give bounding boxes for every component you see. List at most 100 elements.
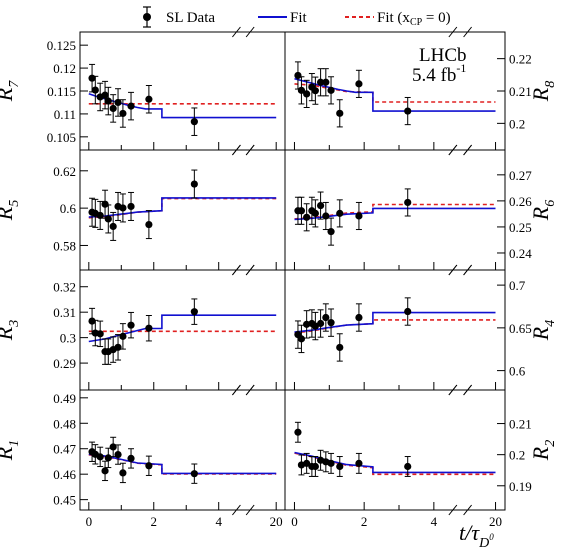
x-tick-label: 20 [489, 514, 502, 529]
data-marker [322, 78, 330, 86]
data-point [404, 297, 412, 326]
panel-frame [79, 31, 286, 151]
axis-break-mark [448, 504, 458, 516]
y-tick-label: 0.6 [60, 201, 77, 216]
y-tick-label: 0.11 [54, 107, 76, 122]
data-point [190, 463, 198, 484]
data-marker [104, 454, 112, 462]
y-tick-label: 0.32 [53, 280, 76, 295]
data-marker [297, 335, 306, 343]
panel-R8: 0.2 0.21 0.22 R8 [284, 26, 558, 156]
y-tick-label: 0.6 [509, 364, 526, 379]
data-point [96, 320, 104, 348]
x-tick-label: 20 [270, 514, 283, 529]
axis-break-mark [463, 504, 472, 516]
data-marker [303, 213, 311, 221]
data-marker [336, 343, 344, 352]
data-marker [336, 209, 344, 217]
data-point [114, 88, 122, 117]
data-point [114, 334, 122, 361]
data-marker [404, 462, 412, 471]
data-point [316, 191, 325, 220]
data-point [190, 169, 198, 199]
data-marker [101, 467, 109, 475]
y-tick-label: 0.49 [53, 391, 76, 406]
data-marker [404, 198, 412, 207]
y-tick-label: 0.46 [53, 467, 76, 482]
data-marker [316, 201, 325, 210]
data-marker [303, 90, 311, 98]
data-point [336, 199, 344, 228]
data-marker [145, 95, 153, 103]
data-point [297, 76, 306, 105]
axis-break-mark [232, 384, 241, 396]
panel-frame [79, 389, 286, 511]
data-point [127, 191, 135, 221]
data-marker [355, 80, 363, 88]
data-point [355, 303, 363, 332]
data-marker [119, 332, 127, 340]
y-tick-label: 0.7 [509, 278, 526, 293]
data-marker [101, 200, 109, 208]
data-marker [127, 454, 135, 462]
y-tick-label: 0.65 [509, 321, 532, 336]
data-marker [114, 98, 122, 107]
axis-break-mark [448, 264, 458, 276]
data-marker [355, 459, 363, 467]
data-marker [119, 469, 127, 477]
data-point [109, 211, 117, 241]
data-marker [127, 321, 135, 329]
data-point [109, 436, 117, 458]
data-point [355, 69, 363, 98]
axis-break-mark [463, 26, 472, 38]
data-marker [88, 317, 96, 325]
data-point [114, 444, 122, 465]
legend-fit-label: Fit [290, 10, 308, 26]
axis-break-mark [448, 384, 458, 396]
x-axis-title: t/τD0 [459, 520, 494, 551]
data-point [316, 309, 325, 338]
data-marker [355, 212, 363, 220]
data-marker [114, 450, 122, 459]
axis-break-mark [232, 264, 241, 276]
data-point [404, 96, 412, 126]
axis-break-mark [245, 384, 255, 396]
legend-data-marker [143, 6, 151, 28]
data-point [145, 210, 153, 240]
data-point [303, 310, 311, 339]
legend-fit-null-label: Fit (xCP = 0) [377, 10, 451, 28]
data-marker [114, 343, 122, 351]
data-point [104, 204, 112, 234]
axis-break-mark [232, 26, 241, 38]
data-marker [322, 313, 330, 322]
data-point [294, 61, 302, 90]
data-point [327, 308, 335, 337]
data-point [308, 73, 316, 102]
data-point [294, 320, 302, 349]
data-point [311, 199, 319, 228]
data-point [101, 460, 109, 482]
axis-break-mark [448, 144, 458, 156]
x-tick-label: 2 [361, 514, 368, 529]
y-tick-label: 0.21 [509, 84, 532, 99]
data-point [303, 79, 311, 108]
data-marker [297, 86, 306, 94]
y-tick-label: 0.48 [53, 416, 76, 431]
data-marker [109, 222, 117, 231]
data-marker [311, 462, 319, 471]
panel-frame [284, 149, 506, 271]
y-axis-label: R3 [0, 320, 22, 341]
panel-R6: 0.24 0.25 0.26 0.27 R6 [284, 144, 558, 276]
data-point [303, 452, 311, 474]
data-marker [327, 86, 335, 94]
y-axis-label: R1 [0, 440, 22, 461]
data-marker [104, 97, 112, 105]
data-point [145, 455, 153, 476]
data-point [311, 76, 319, 105]
data-point [327, 217, 335, 246]
y-tick-label: 0.125 [47, 38, 76, 53]
panel-frame [79, 269, 286, 391]
data-point [104, 447, 112, 469]
data-marker [190, 308, 198, 316]
